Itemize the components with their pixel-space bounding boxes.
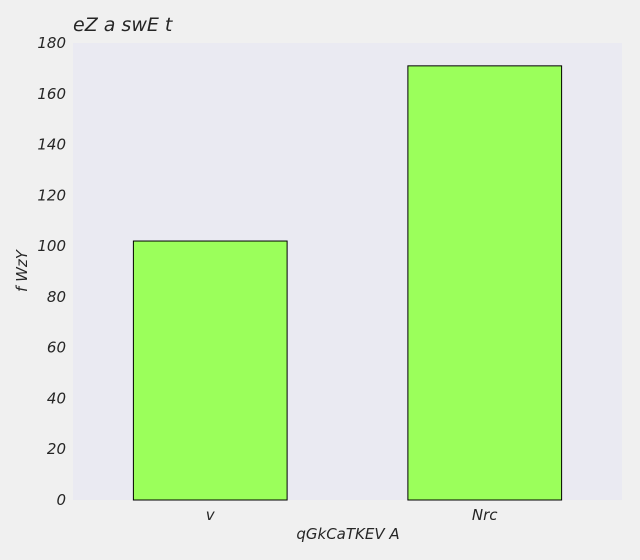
x-axis-label: qGkCaTKEV A	[296, 525, 399, 543]
bars-group	[132, 65, 563, 501]
bar-nrc	[407, 65, 563, 501]
y-tick-label: 120	[37, 186, 66, 204]
y-tick-label: 40	[47, 389, 66, 407]
y-tick-label: 60	[47, 339, 66, 357]
y-tick-label: 140	[37, 136, 66, 154]
x-axis-ticks: v Nrc	[206, 506, 499, 524]
y-tick-label: 100	[37, 237, 66, 255]
chart-title: eZ a swE t	[73, 14, 174, 36]
x-tick-label: v	[206, 506, 216, 524]
y-tick-label: 180	[37, 34, 66, 52]
y-tick-label: 20	[47, 440, 66, 458]
y-tick-label: 0	[56, 491, 66, 509]
y-axis-label: f WzY	[13, 248, 31, 292]
bar-v	[132, 240, 288, 501]
y-tick-label: 80	[47, 288, 66, 306]
y-tick-label: 160	[37, 85, 66, 103]
x-tick-label: Nrc	[472, 506, 498, 524]
y-axis-ticks: 0 20 40 60 80 100 120 140 160 180	[37, 34, 66, 509]
